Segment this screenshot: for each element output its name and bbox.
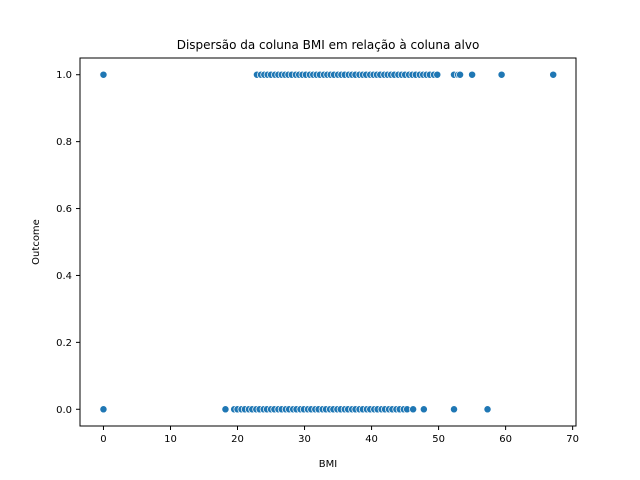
x-axis-label: BMI: [319, 459, 337, 470]
y-tick-label: 0.6: [56, 204, 72, 215]
y-tick-label: 0.2: [56, 338, 72, 349]
data-point: [419, 405, 428, 414]
points-layer: [99, 70, 558, 414]
x-tick-label: 70: [566, 434, 579, 445]
x-tick-label: 40: [365, 434, 378, 445]
chart-title: Dispersão da coluna BMI em relação à col…: [177, 38, 480, 52]
plot-frame: [79, 57, 577, 427]
data-point: [450, 405, 458, 414]
y-tick-label: 0.0: [56, 405, 72, 416]
x-tick-label: 60: [499, 434, 512, 445]
data-point: [456, 70, 464, 79]
data-point: [433, 70, 442, 79]
data-point: [483, 405, 492, 414]
data-point: [549, 70, 558, 79]
y-axis: 0.0 0.2 0.4 0.6 0.8 1.0: [56, 70, 80, 416]
data-point: [221, 405, 230, 414]
x-tick-label: 30: [298, 434, 311, 445]
y-tick-label: 0.8: [56, 137, 72, 148]
data-point: [409, 405, 418, 414]
data-point: [497, 70, 506, 79]
x-tick-label: 0: [100, 434, 106, 445]
y-tick-label: 1.0: [56, 70, 72, 81]
data-point: [99, 70, 108, 79]
y-axis-label: Outcome: [31, 219, 42, 265]
x-tick-label: 50: [432, 434, 445, 445]
data-point: [99, 405, 108, 414]
x-axis: 0 10 20 30 40 50 60 70: [100, 426, 579, 445]
data-point: [468, 70, 477, 79]
x-tick-label: 20: [231, 434, 244, 445]
x-tick-label: 10: [164, 434, 177, 445]
y-tick-label: 0.4: [56, 271, 72, 282]
